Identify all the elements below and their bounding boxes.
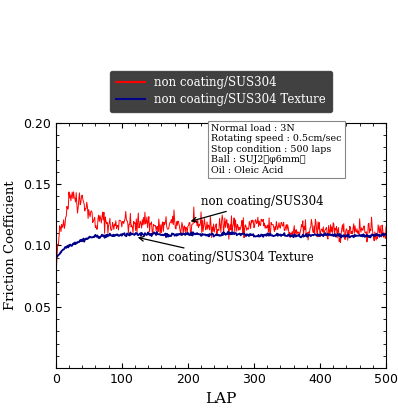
non coating/SUS304 Texture (384, 232, 388, 237)
Y-axis label: Friction Coefficient: Friction Coefficient (4, 181, 17, 310)
non coating/SUS304 (271, 222, 275, 227)
Text: Normal load : 3N
Rotating speed : 0.5cm/sec
Stop condition : 500 laps
Ball : SUJ: Normal load : 3N Rotating speed : 0.5cm/… (211, 124, 341, 175)
non coating/SUS304 Texture (328, 232, 333, 237)
X-axis label: LAP: LAP (205, 391, 236, 405)
non coating/SUS304 Texture (174, 233, 179, 238)
non coating/SUS304 (384, 224, 388, 229)
non coating/SUS304 Texture (267, 231, 272, 236)
non coating/SUS304 Texture (271, 233, 276, 238)
non coating/SUS304 (328, 234, 332, 238)
non coating/SUS304 (71, 189, 76, 194)
non coating/SUS304 Texture (226, 229, 230, 234)
non coating/SUS304 (267, 216, 271, 220)
Text: non coating/SUS304 Texture: non coating/SUS304 Texture (139, 236, 313, 264)
non coating/SUS304 (174, 219, 179, 224)
Line: non coating/SUS304 Texture: non coating/SUS304 Texture (56, 231, 386, 258)
Text: non coating/SUS304: non coating/SUS304 (192, 195, 324, 222)
Line: non coating/SUS304: non coating/SUS304 (56, 192, 386, 274)
non coating/SUS304 Texture (136, 233, 141, 238)
non coating/SUS304 (150, 230, 154, 235)
non coating/SUS304 Texture (53, 254, 58, 258)
Legend: non coating/SUS304, non coating/SUS304 Texture: non coating/SUS304, non coating/SUS304 T… (109, 70, 332, 112)
non coating/SUS304 Texture (54, 256, 59, 261)
non coating/SUS304 Texture (150, 231, 154, 236)
non coating/SUS304 (136, 211, 141, 216)
non coating/SUS304 (53, 271, 58, 276)
